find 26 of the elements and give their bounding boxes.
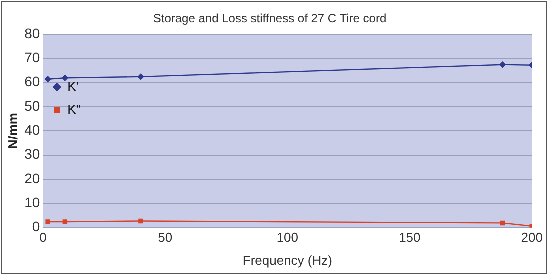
point (44, 76, 52, 82)
x-tick-label: 50 (158, 230, 173, 246)
y-tick-label: 40 (24, 122, 40, 138)
x-axis-title: Frequency (Hz) (242, 252, 332, 268)
y-tick-label: 60 (24, 74, 40, 90)
point (500, 62, 506, 68)
y-tick-label: 50 (24, 98, 40, 114)
y-tick-label: 70 (24, 49, 40, 66)
point (138, 218, 144, 224)
point (46, 220, 50, 224)
point (62, 75, 68, 82)
y-tick-label: 80 (24, 25, 40, 42)
legend-label: K' (68, 78, 79, 94)
y-tick-label: 20 (24, 170, 40, 186)
y-tick-label: 10 (24, 194, 40, 210)
legend-label: K" (68, 102, 82, 117)
y-tick-label: 0 (32, 218, 40, 235)
y-tick-label: 30 (24, 146, 40, 162)
x-tick-label: 100 (276, 230, 299, 246)
point (62, 220, 68, 224)
point (138, 74, 144, 80)
x-tick-label: 150 (399, 230, 421, 246)
chart-title: Storage and Loss stiffness of 27 C Tire cord (153, 12, 387, 26)
x-tick-label: 200 (521, 230, 544, 246)
y-axis-title: N/mm (5, 113, 20, 150)
point (500, 220, 506, 226)
